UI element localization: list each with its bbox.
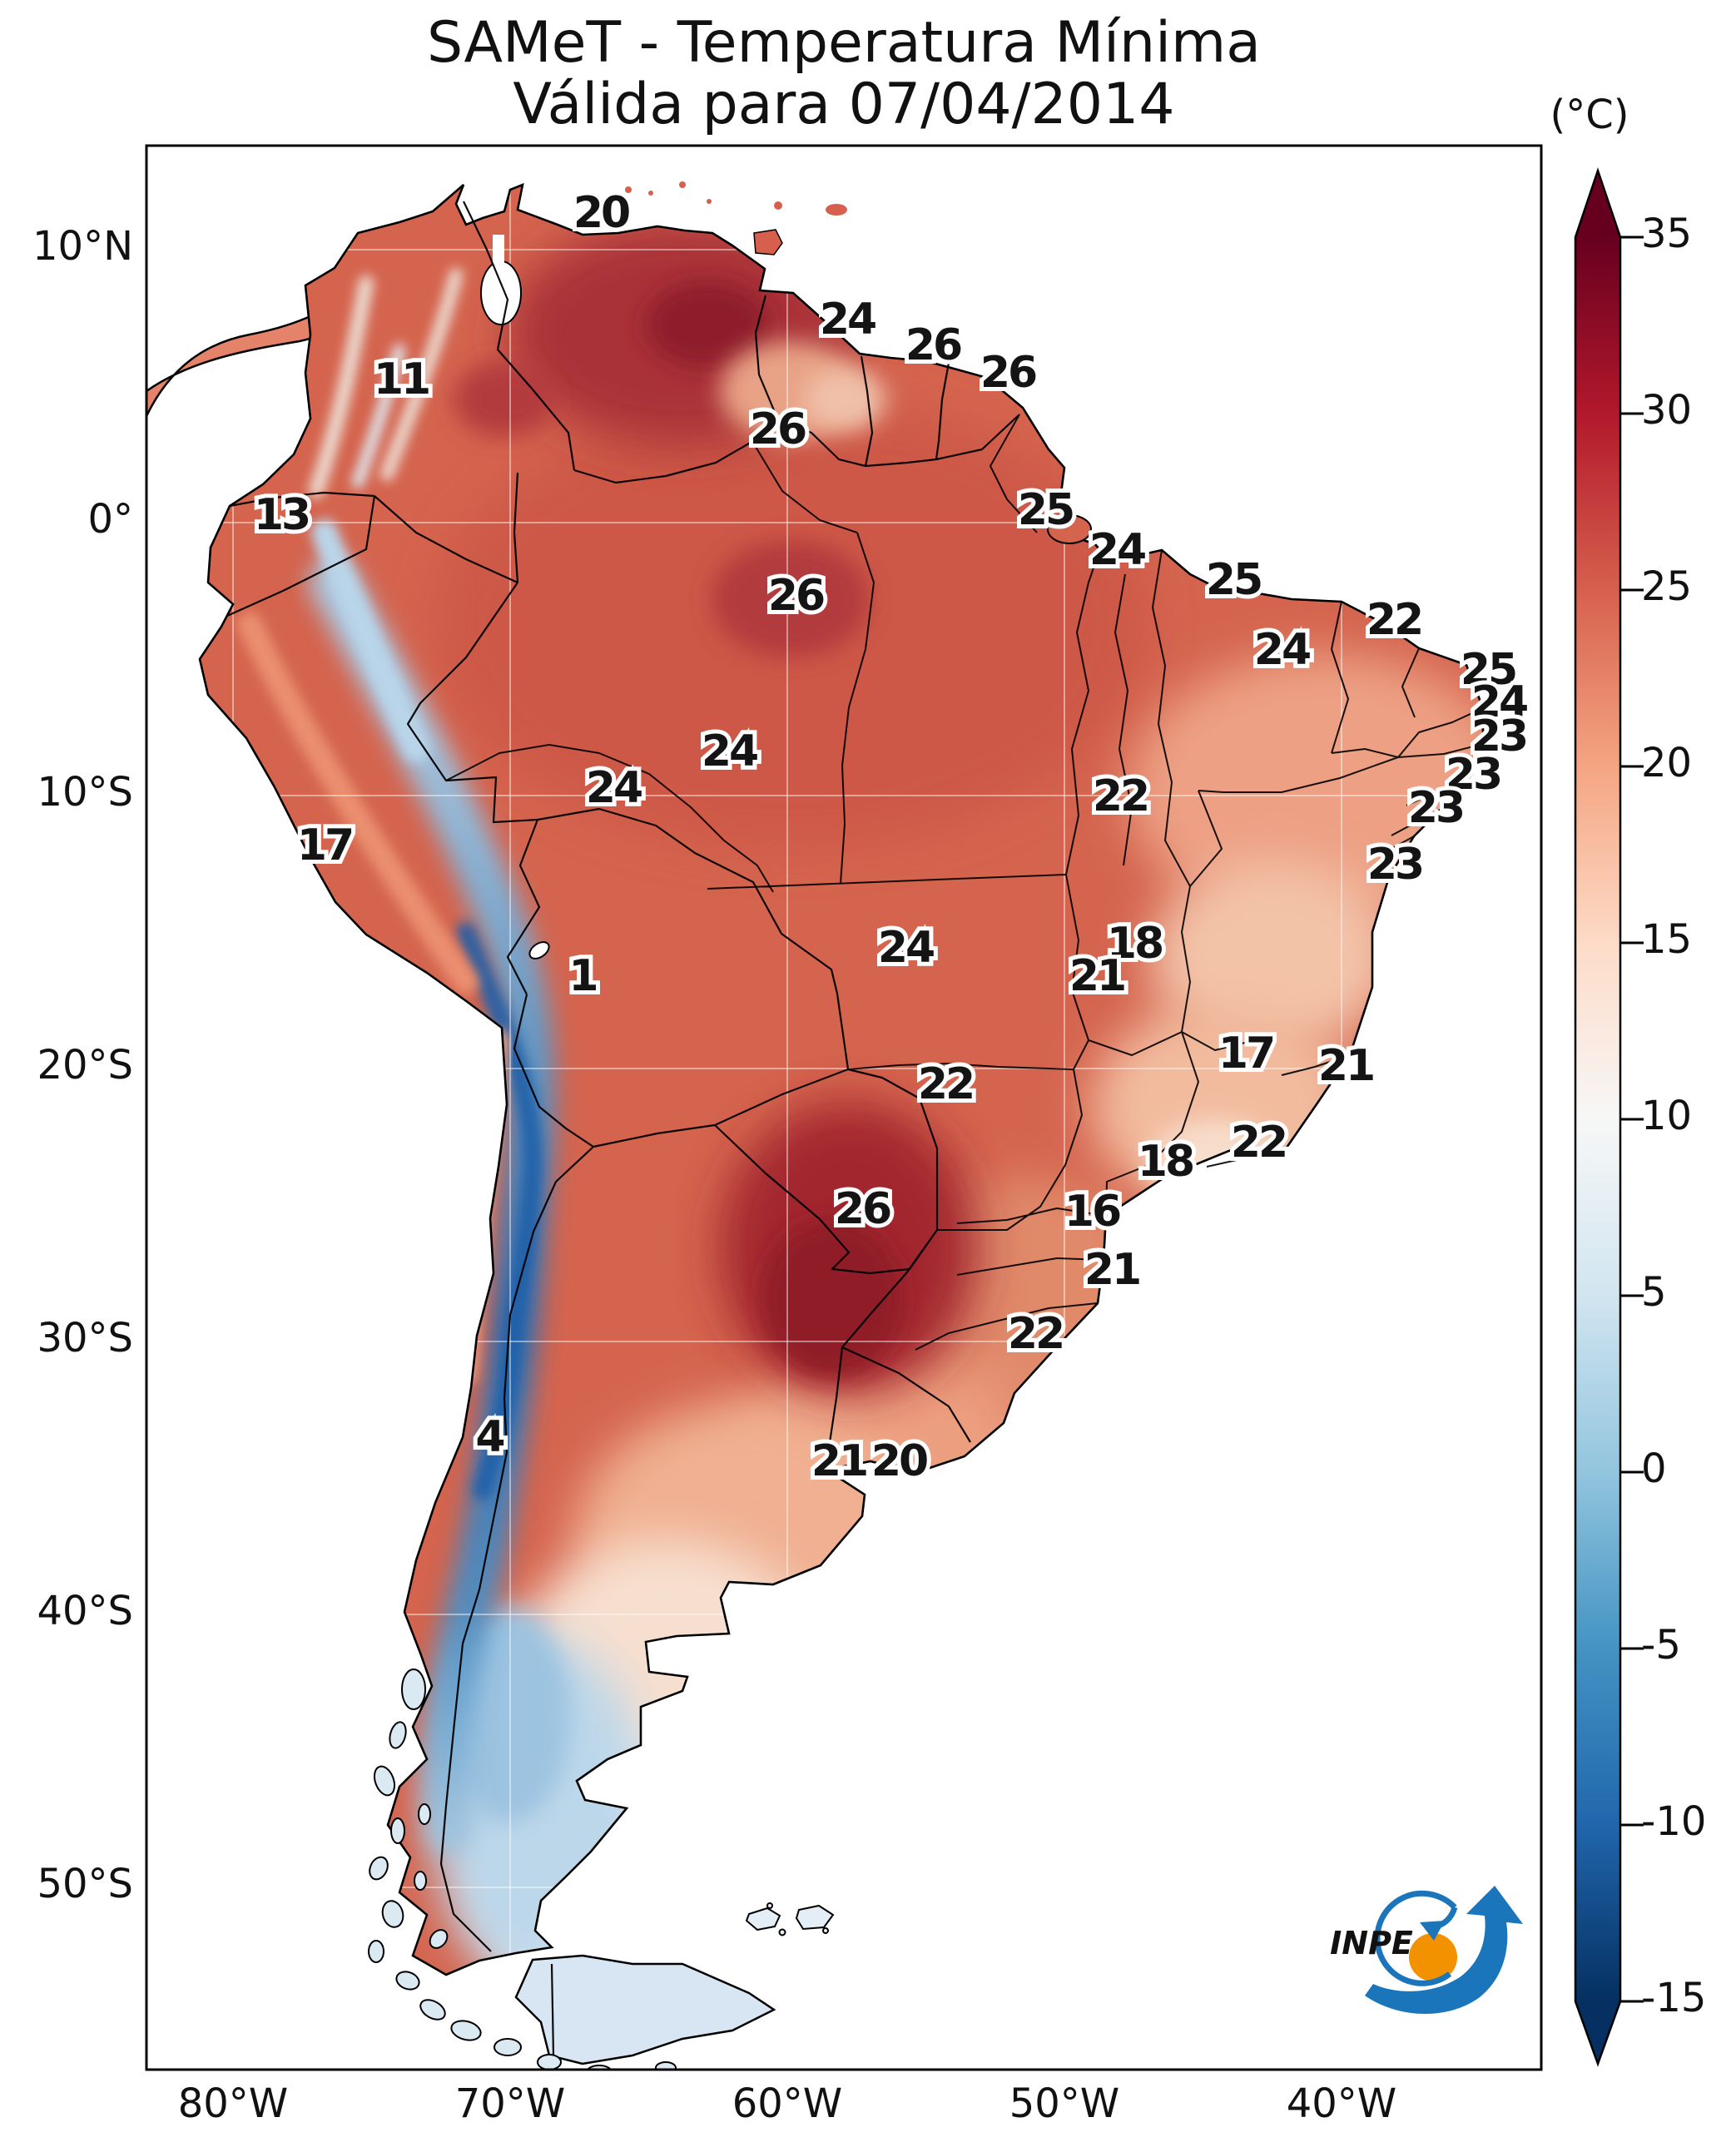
colorbar-tick-label: 25 xyxy=(1641,563,1693,610)
temp-value-label: 23 xyxy=(1367,840,1422,890)
colorbar-bar xyxy=(1574,167,1622,2067)
colorbar-tick-label: -5 xyxy=(1641,1622,1681,1669)
lat-tick-label: 30°S xyxy=(37,1315,133,1361)
temp-value-label: 21 xyxy=(811,1436,866,1486)
temp-value-label: 22 xyxy=(1231,1118,1286,1168)
lon-tick-label: 50°W xyxy=(1009,2080,1120,2127)
temp-value-label: 11 xyxy=(374,355,429,404)
caribbean-islands xyxy=(625,181,847,255)
colorbar-tick-label: 15 xyxy=(1641,916,1693,963)
temp-value-label: 21 xyxy=(1084,1245,1139,1295)
map-subtitle-date: Válida para 07/04/2014 xyxy=(513,72,1175,137)
temp-value-label: 24 xyxy=(878,923,934,973)
temp-value-label: 26 xyxy=(980,348,1036,398)
marajo-island xyxy=(1047,514,1092,544)
colorbar xyxy=(1574,167,1644,2067)
lon-tick-label: 80°W xyxy=(177,2080,289,2127)
fjord-islands xyxy=(368,1669,677,2070)
temp-value-label: 26 xyxy=(750,404,806,454)
colorbar-tick-label: 10 xyxy=(1641,1093,1693,1139)
temp-value-label: 13 xyxy=(254,490,309,540)
temp-value-label: 22 xyxy=(918,1059,973,1109)
temp-value-label: 26 xyxy=(835,1184,890,1234)
colorbar-tick-label: 0 xyxy=(1641,1445,1667,1492)
temp-value-label: 25 xyxy=(1461,645,1515,695)
country-borders xyxy=(226,201,1020,2056)
lat-tick-label: 10°N xyxy=(32,223,133,270)
inpe-logo-swirl xyxy=(1374,1890,1457,1986)
temp-value-label: 24 xyxy=(1254,625,1310,675)
temp-value-label: 24 xyxy=(702,726,757,776)
temp-value-label: 25 xyxy=(1018,485,1073,535)
temp-value-label: 26 xyxy=(905,320,961,370)
colorbar-tick-label: 5 xyxy=(1641,1269,1667,1316)
colorbar-tick-marks xyxy=(1620,236,1644,2003)
inpe-logo-arrow xyxy=(1365,1886,1523,2015)
inpe-logo-swirl-arrowhead xyxy=(1420,1921,1445,1941)
temp-value-label: 23 xyxy=(1408,783,1463,833)
temp-value-label: 4 xyxy=(475,1412,503,1462)
temp-value-label: 23 xyxy=(1446,750,1500,800)
temp-value-label: 20 xyxy=(573,188,629,238)
lake-maracaibo xyxy=(480,235,522,325)
temp-value-label: 22 xyxy=(1093,771,1148,821)
lat-tick-label: 0° xyxy=(87,496,133,543)
axes-frame xyxy=(145,144,1543,2071)
temp-value-label: 1 xyxy=(568,951,596,1001)
inpe-logo-text: INPE xyxy=(1330,1925,1413,1961)
lon-tick-label: 40°W xyxy=(1286,2080,1397,2127)
temp-value-label: 17 xyxy=(297,821,352,870)
temp-value-label: 18 xyxy=(1138,1137,1193,1187)
temp-value-label: 24 xyxy=(1471,677,1527,727)
lat-tick-label: 50°S xyxy=(37,1861,133,1907)
colorbar-tick-label: -15 xyxy=(1641,1975,1707,2021)
lat-tick-label: 20°S xyxy=(37,1042,133,1088)
lake-titicaca xyxy=(528,941,550,959)
temp-value-label: 24 xyxy=(1089,525,1145,575)
temp-value-label: 23 xyxy=(1471,712,1526,761)
colorbar-tick-label: 35 xyxy=(1641,211,1693,257)
colorbar-tick-label: -10 xyxy=(1641,1798,1707,1845)
falkland-islands xyxy=(745,1902,835,1936)
colorbar-tick-label: 30 xyxy=(1641,387,1693,434)
temp-value-label: 16 xyxy=(1064,1187,1120,1237)
lon-tick-label: 60°W xyxy=(732,2080,843,2127)
temp-value-label: 21 xyxy=(1069,951,1124,1001)
lat-tick-label: 10°S xyxy=(37,769,133,816)
temp-value-label: 20 xyxy=(871,1436,927,1486)
inpe-logo-orange-dot xyxy=(1409,1933,1457,1981)
colorbar-unit-label: (°C) xyxy=(1550,92,1629,138)
lon-tick-label: 70°W xyxy=(454,2080,566,2127)
inpe-logo: INPE xyxy=(1330,1886,1523,2015)
temp-value-label: 22 xyxy=(1366,595,1421,645)
map-title: SAMeT - Temperatura Mínima xyxy=(427,10,1261,76)
colorbar-tick-label: 20 xyxy=(1641,740,1693,786)
state-borders xyxy=(445,414,1484,1351)
temp-value-label: 25 xyxy=(1206,555,1261,605)
temp-value-label: 26 xyxy=(768,571,824,621)
temp-value-label: 22 xyxy=(1008,1309,1063,1359)
temp-value-label: 17 xyxy=(1218,1029,1273,1078)
temp-value-label: 24 xyxy=(820,295,875,345)
temp-value-label: 18 xyxy=(1107,919,1162,969)
temp-value-label: 24 xyxy=(586,763,642,813)
lat-tick-label: 40°S xyxy=(37,1588,133,1634)
tierra-del-fuego xyxy=(514,1954,776,2065)
temp-value-label: 21 xyxy=(1318,1041,1373,1091)
